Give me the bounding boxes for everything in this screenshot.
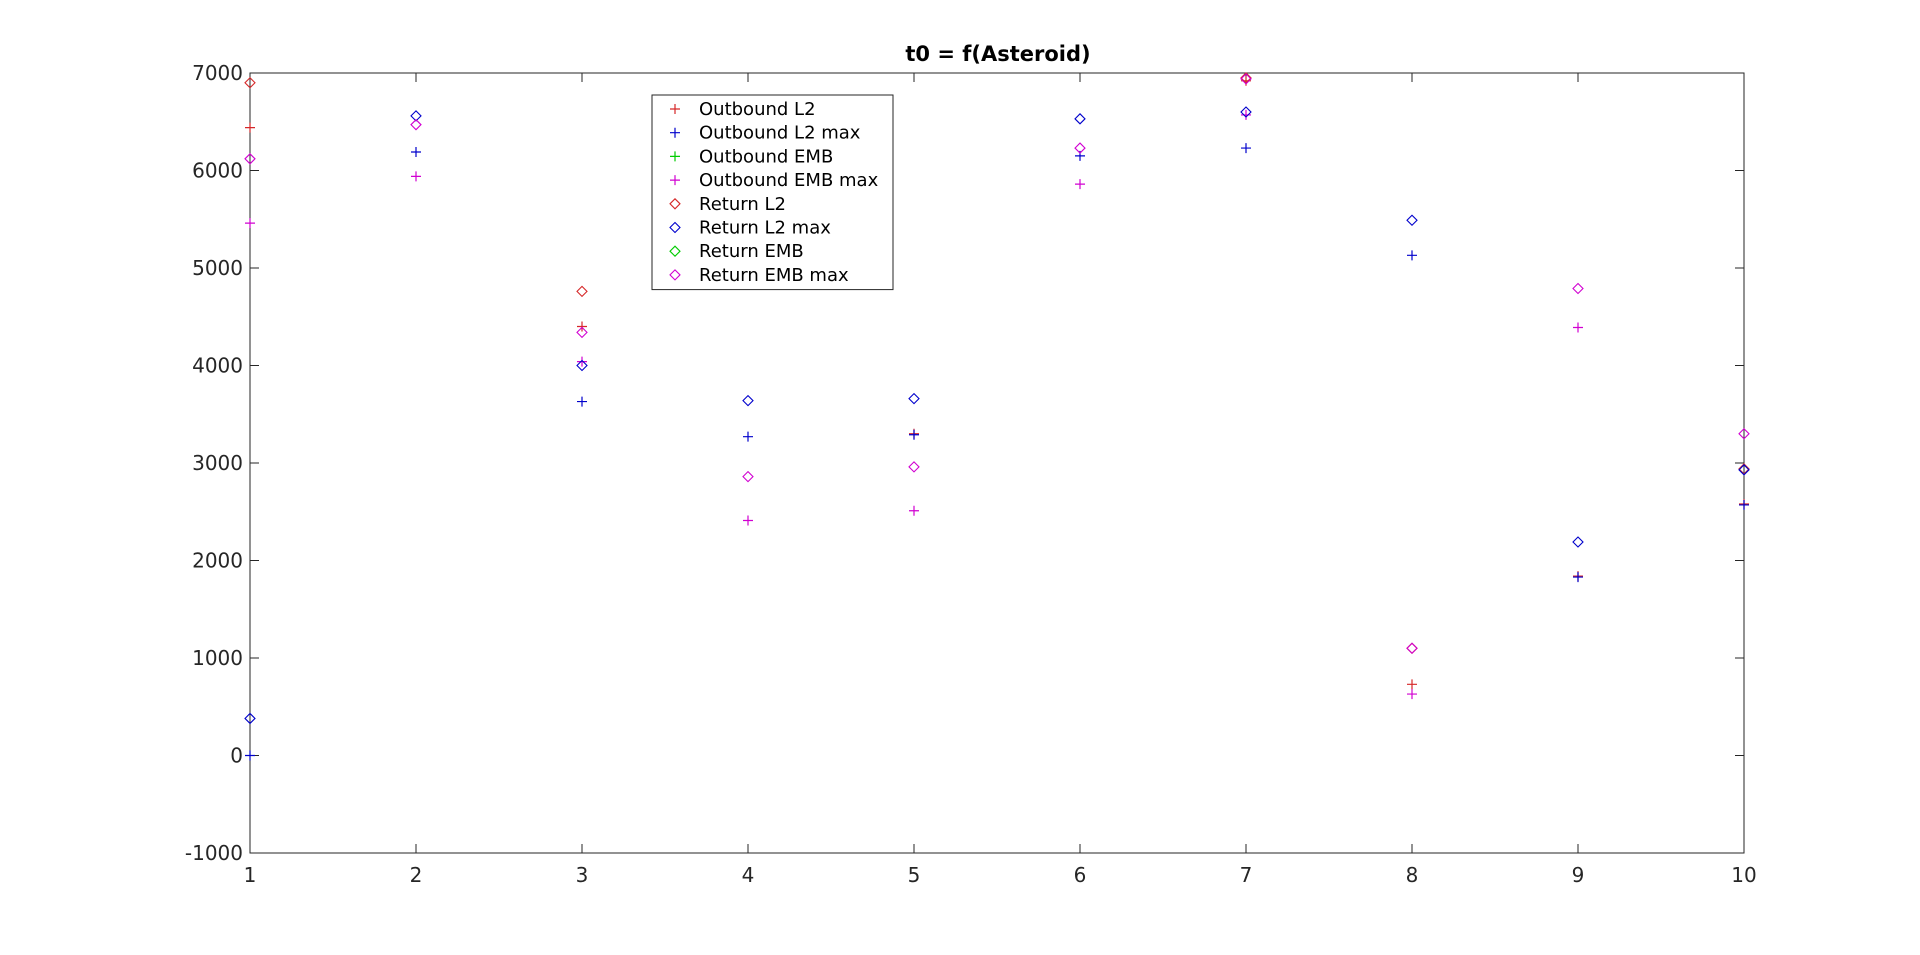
data-point bbox=[1240, 106, 1252, 118]
x-tick-label: 2 bbox=[410, 863, 423, 887]
data-point bbox=[410, 118, 422, 131]
data-point bbox=[1739, 499, 1749, 510]
legend-marker bbox=[669, 198, 681, 210]
data-point bbox=[742, 394, 754, 407]
series-1 bbox=[245, 143, 1749, 761]
legend-entry-label: Outbound L2 bbox=[699, 99, 816, 120]
data-point bbox=[244, 153, 256, 165]
x-tick-label: 5 bbox=[908, 863, 921, 887]
data-point bbox=[909, 429, 919, 440]
legend-entry-label: Return EMB bbox=[699, 241, 804, 262]
data-point bbox=[1407, 250, 1417, 261]
x-tick-label: 9 bbox=[1572, 863, 1585, 887]
data-point bbox=[1406, 214, 1418, 227]
legend-entry-label: Outbound L2 max bbox=[699, 123, 861, 144]
legend-entry-label: Outbound EMB max bbox=[699, 170, 879, 191]
legend-marker bbox=[669, 221, 681, 234]
data-point bbox=[1241, 109, 1251, 120]
data-point bbox=[1240, 72, 1252, 84]
data-point bbox=[244, 76, 256, 89]
y-tick-label: 4000 bbox=[192, 354, 243, 378]
data-point bbox=[1573, 322, 1583, 333]
data-point bbox=[742, 470, 754, 483]
data-point bbox=[1738, 463, 1750, 475]
legend-entry-label: Return L2 max bbox=[699, 218, 831, 239]
series-4 bbox=[244, 72, 1750, 655]
data-point bbox=[245, 750, 255, 761]
data-point bbox=[411, 146, 421, 157]
data-point bbox=[410, 110, 422, 122]
data-point bbox=[1240, 73, 1252, 85]
data-point bbox=[577, 356, 587, 367]
data-point bbox=[576, 359, 588, 372]
data-point bbox=[1738, 464, 1750, 476]
y-tick-label: 2000 bbox=[192, 549, 243, 573]
legend-entry-label: Outbound EMB bbox=[699, 146, 833, 167]
x-tick-label: 10 bbox=[1731, 863, 1756, 887]
data-point bbox=[1407, 679, 1417, 690]
data-point bbox=[1407, 689, 1417, 700]
legend-entry-label: Return L2 bbox=[699, 194, 786, 215]
axis-ticks: 1 2 3 4 5 6 7 8 9 10 -1000 0 1000 2000 3000 4000 5000 600… bbox=[185, 61, 1757, 887]
data-point bbox=[1241, 143, 1251, 154]
series-0 bbox=[245, 75, 1749, 690]
data-point bbox=[1738, 427, 1750, 440]
y-tick-label: 1000 bbox=[192, 646, 243, 670]
legend-entry-label: Return EMB max bbox=[699, 265, 849, 286]
plot-area-frame bbox=[249, 72, 1745, 854]
data-point bbox=[1406, 642, 1418, 655]
y-tick-label: 3000 bbox=[192, 451, 243, 475]
x-tick-label: 6 bbox=[1074, 863, 1087, 887]
data-point bbox=[411, 171, 421, 182]
y-tick-label: -1000 bbox=[185, 841, 243, 865]
legend-marker bbox=[669, 245, 681, 257]
data-point bbox=[1074, 142, 1086, 154]
data-point bbox=[908, 392, 920, 405]
data-point bbox=[577, 321, 587, 332]
data-point bbox=[1406, 642, 1418, 655]
legend-marker bbox=[669, 269, 681, 281]
data-point bbox=[743, 515, 753, 526]
x-tick-label: 1 bbox=[244, 863, 257, 887]
series-5 bbox=[244, 106, 1750, 725]
x-tick-label: 3 bbox=[576, 863, 589, 887]
data-point bbox=[245, 122, 255, 133]
x-tick-label: 7 bbox=[1240, 863, 1253, 887]
data-point bbox=[576, 285, 588, 298]
data-point bbox=[1573, 572, 1583, 583]
y-tick-label: 5000 bbox=[192, 256, 243, 280]
y-tick-label: 7000 bbox=[192, 61, 243, 85]
legend-marker bbox=[670, 104, 680, 114]
y-tick-label: 6000 bbox=[192, 159, 243, 183]
legend-marker bbox=[670, 127, 680, 138]
legend-marker bbox=[670, 151, 680, 162]
legend-box bbox=[651, 94, 894, 291]
series-3 bbox=[245, 109, 1583, 700]
data-point bbox=[1572, 282, 1584, 295]
data-points bbox=[244, 72, 1750, 761]
data-point bbox=[909, 505, 919, 516]
chart-title: t0 = f(Asteroid) bbox=[905, 42, 1090, 66]
data-point bbox=[1572, 536, 1584, 548]
data-point bbox=[1074, 113, 1086, 125]
data-point bbox=[908, 461, 920, 473]
data-point bbox=[244, 712, 256, 725]
data-point bbox=[1075, 179, 1085, 190]
data-point bbox=[743, 431, 753, 442]
series-7 bbox=[244, 73, 1750, 655]
x-tick-label: 4 bbox=[742, 863, 755, 887]
y-tick-label: 0 bbox=[230, 744, 243, 768]
data-point bbox=[245, 218, 255, 229]
legend-marker bbox=[670, 175, 680, 186]
data-point bbox=[576, 326, 588, 339]
x-tick-label: 8 bbox=[1406, 863, 1419, 887]
data-point bbox=[577, 396, 587, 407]
